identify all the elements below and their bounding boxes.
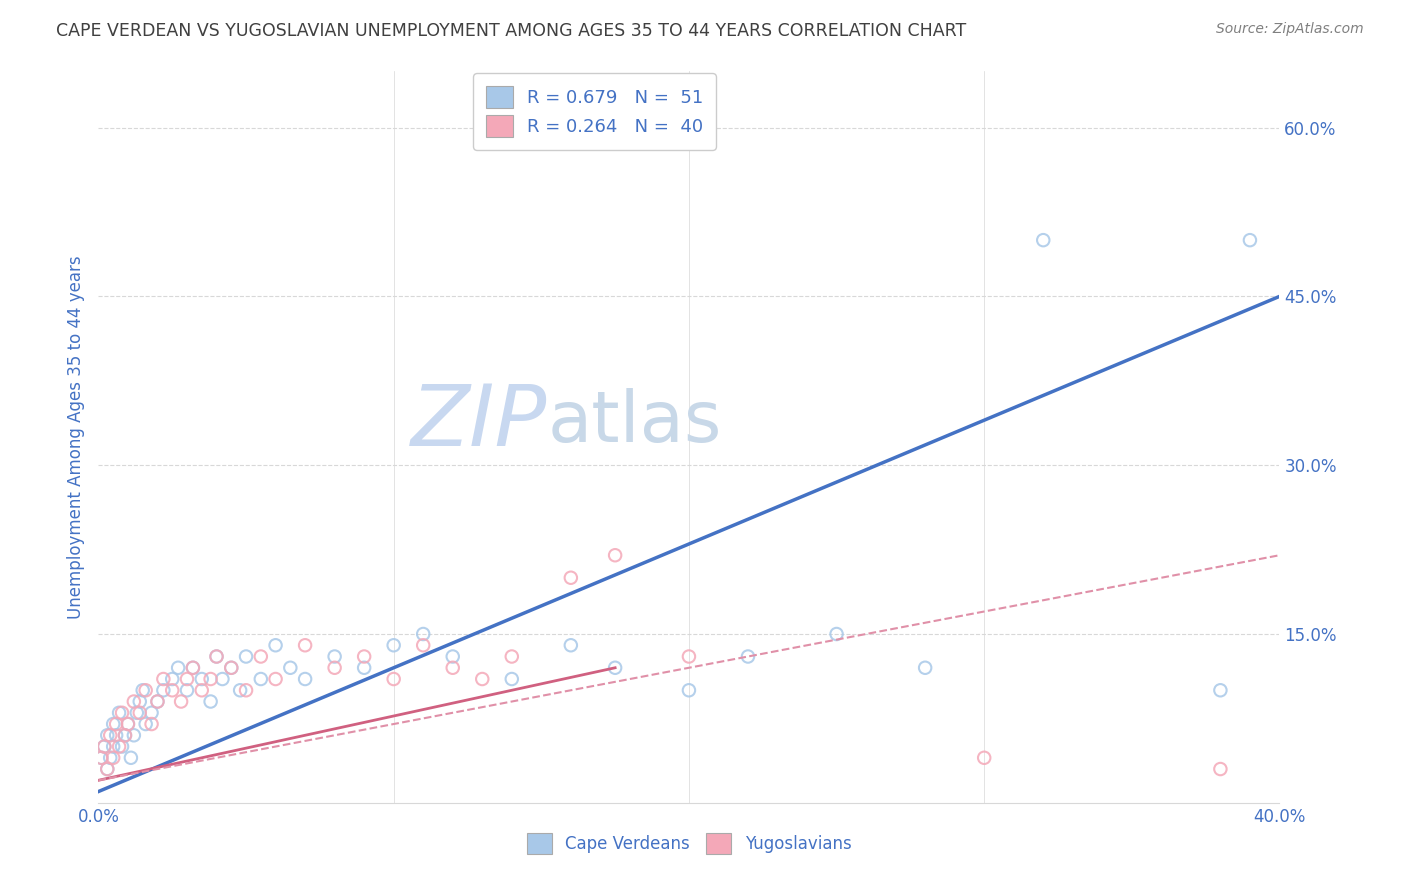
Point [135, 717, 157, 731]
Point [221, 661, 243, 675]
Point [501, 672, 523, 686]
Point [98, 728, 121, 742]
Point [98, 751, 121, 765]
Point [114, 728, 136, 742]
Point [1209, 762, 1232, 776]
Point [678, 649, 700, 664]
Point [122, 728, 145, 742]
Point [412, 627, 434, 641]
Point [412, 638, 434, 652]
Point [205, 649, 228, 664]
Point [111, 706, 134, 720]
Point [605, 661, 627, 675]
Point [146, 694, 169, 708]
Point [181, 661, 204, 675]
Point [471, 672, 494, 686]
Point [105, 717, 128, 731]
Text: Source: ZipAtlas.com: Source: ZipAtlas.com [1216, 22, 1364, 37]
Point [90, 751, 112, 765]
Point [200, 694, 222, 708]
Point [1239, 233, 1261, 247]
Text: atlas: atlas [547, 388, 721, 457]
Point [825, 627, 848, 641]
Point [191, 683, 214, 698]
Point [108, 706, 131, 720]
Point [176, 672, 198, 686]
Point [93, 739, 115, 754]
Point [176, 683, 198, 698]
Point [125, 706, 148, 720]
Point [117, 717, 139, 731]
Point [353, 649, 375, 664]
Point [678, 683, 700, 698]
Point [382, 672, 405, 686]
Point [605, 548, 627, 562]
Point [103, 739, 125, 754]
Point [120, 751, 142, 765]
Point [353, 661, 375, 675]
Point [560, 571, 582, 585]
Point [114, 728, 136, 742]
Point [200, 672, 222, 686]
Point [1032, 233, 1054, 247]
Point [111, 739, 134, 754]
Point [96, 762, 118, 776]
Point [205, 649, 228, 664]
Point [211, 672, 233, 686]
Point [105, 728, 128, 742]
Point [294, 638, 316, 652]
Point [96, 728, 118, 742]
Point [146, 694, 169, 708]
Point [162, 683, 183, 698]
Point [973, 751, 995, 765]
Point [108, 739, 131, 754]
Point [170, 694, 193, 708]
Point [162, 672, 183, 686]
Point [235, 649, 257, 664]
Point [737, 649, 759, 664]
Point [264, 638, 287, 652]
Point [560, 638, 582, 652]
Text: ZIP: ZIP [411, 381, 547, 464]
Point [93, 739, 115, 754]
Point [191, 672, 214, 686]
Point [90, 751, 112, 765]
Point [441, 649, 464, 664]
Point [323, 649, 346, 664]
Point [117, 717, 139, 731]
Point [103, 717, 125, 731]
Point [323, 661, 346, 675]
Point [96, 762, 118, 776]
Point [229, 683, 252, 698]
Point [181, 661, 204, 675]
Point [152, 683, 174, 698]
Point [167, 661, 190, 675]
Point [221, 661, 243, 675]
Point [103, 751, 125, 765]
Point [141, 717, 163, 731]
Point [128, 694, 150, 708]
Text: CAPE VERDEAN VS YUGOSLAVIAN UNEMPLOYMENT AMONG AGES 35 TO 44 YEARS CORRELATION C: CAPE VERDEAN VS YUGOSLAVIAN UNEMPLOYMENT… [56, 22, 966, 40]
Point [128, 706, 150, 720]
Point [441, 661, 464, 675]
Legend: Cape Verdeans, Yugoslavians: Cape Verdeans, Yugoslavians [520, 827, 858, 860]
Point [294, 672, 316, 686]
Point [1209, 683, 1232, 698]
Point [280, 661, 302, 675]
Point [914, 661, 936, 675]
Point [135, 683, 157, 698]
Point [152, 672, 174, 686]
Point [250, 649, 273, 664]
Y-axis label: Unemployment Among Ages 35 to 44 years: Unemployment Among Ages 35 to 44 years [66, 255, 84, 619]
Point [264, 672, 287, 686]
Point [250, 672, 273, 686]
Point [235, 683, 257, 698]
Point [382, 638, 405, 652]
Point [141, 706, 163, 720]
Point [501, 649, 523, 664]
Point [132, 683, 155, 698]
Point [122, 694, 145, 708]
